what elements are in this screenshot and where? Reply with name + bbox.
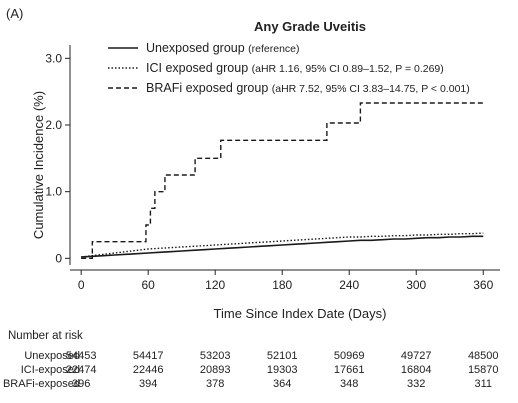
risk-cell: 348	[340, 378, 359, 390]
risk-cell: 54417	[132, 350, 164, 362]
x-tick-label: 120	[205, 278, 225, 292]
series-line-3	[81, 102, 486, 260]
risk-cell: 50969	[333, 350, 365, 362]
risk-cell: 53203	[199, 350, 231, 362]
risk-cell: 364	[273, 378, 292, 390]
plot-axes: 0 1.0 2.0 3.0 0 60 120 180 240 300 360	[45, 45, 500, 292]
risk-row-label: BRAFi-exposed	[2, 378, 80, 390]
legend-series-note: (reference)	[248, 43, 299, 55]
legend-series-note: (aHR 1.16, 95% CI 0.89–1.52, P = 0.269)	[252, 63, 444, 75]
risk-row-label: ICI-exposed	[20, 364, 80, 376]
x-tick-label: 180	[272, 278, 292, 292]
y-axis-label: Cumulative Incidence (%)	[31, 91, 46, 239]
risk-cell: 49727	[400, 350, 432, 362]
risk-cell: 16804	[400, 364, 432, 376]
x-tick-label: 0	[78, 278, 85, 292]
risk-cell: 20893	[199, 364, 231, 376]
x-tick-label: 300	[406, 278, 426, 292]
series-line-1	[81, 235, 484, 258]
legend: Unexposed group (reference) ICI exposed g…	[108, 41, 470, 95]
legend-entry-2: ICI exposed group (aHR 1.16, 95% CI 0.89…	[146, 61, 444, 75]
risk-cell: 17661	[333, 364, 365, 376]
y-tick-label: 2.0	[45, 118, 62, 132]
x-tick-label: 60	[142, 278, 156, 292]
risk-row: Unexposed 54453 54417 53203 52101 50969 49727 4…	[0, 350, 518, 363]
x-tick-label: 240	[339, 278, 359, 292]
legend-series-name: BRAFi exposed group	[146, 81, 272, 95]
risk-cell: 22474	[65, 364, 97, 376]
risk-cell: 54453	[65, 350, 97, 362]
y-tick-label: 0	[55, 251, 62, 265]
panel-label: (A)	[6, 6, 24, 21]
risk-cell: 19303	[266, 364, 298, 376]
y-tick-label: 3.0	[45, 51, 62, 65]
risk-table-heading: Number at risk	[8, 330, 83, 342]
legend-series-name: Unexposed group	[146, 41, 248, 55]
series-line-2	[81, 232, 484, 258]
risk-cell: 332	[407, 378, 426, 390]
y-tick-label: 1.0	[45, 185, 62, 199]
risk-cell: 378	[206, 378, 225, 390]
risk-cell: 15870	[467, 364, 499, 376]
risk-cell: 52101	[266, 350, 298, 362]
risk-cell: 394	[138, 378, 158, 390]
legend-series-name: ICI exposed group	[146, 61, 252, 75]
series-layer	[81, 102, 486, 260]
risk-row: ICI-exposed 22474 22446 20893 19303 17661 1680…	[0, 364, 518, 377]
legend-series-note: (aHR 7.52, 95% CI 3.83–14.75, P < 0.001)	[272, 83, 470, 95]
legend-entry-1: Unexposed group (reference)	[146, 41, 300, 55]
x-axis-label: Time Since Index Date (Days)	[214, 306, 387, 321]
x-tick-label: 360	[473, 278, 493, 292]
risk-row: BRAFi-exposed 396 394 378 364 348 332 311	[0, 378, 518, 391]
risk-cell: 311	[474, 378, 492, 390]
risk-cell: 396	[71, 378, 91, 390]
risk-cell: 48500	[467, 350, 499, 362]
chart-title: Any Grade Uveitis	[254, 19, 366, 34]
legend-entry-3: BRAFi exposed group (aHR 7.52, 95% CI 3.…	[146, 81, 470, 95]
km-plot: 0 1.0 2.0 3.0 0 60 120 180 240 300 360 Unexposed g…	[31, 41, 500, 321]
risk-row-label: Unexposed	[24, 350, 80, 362]
risk-cell: 22446	[132, 364, 164, 376]
